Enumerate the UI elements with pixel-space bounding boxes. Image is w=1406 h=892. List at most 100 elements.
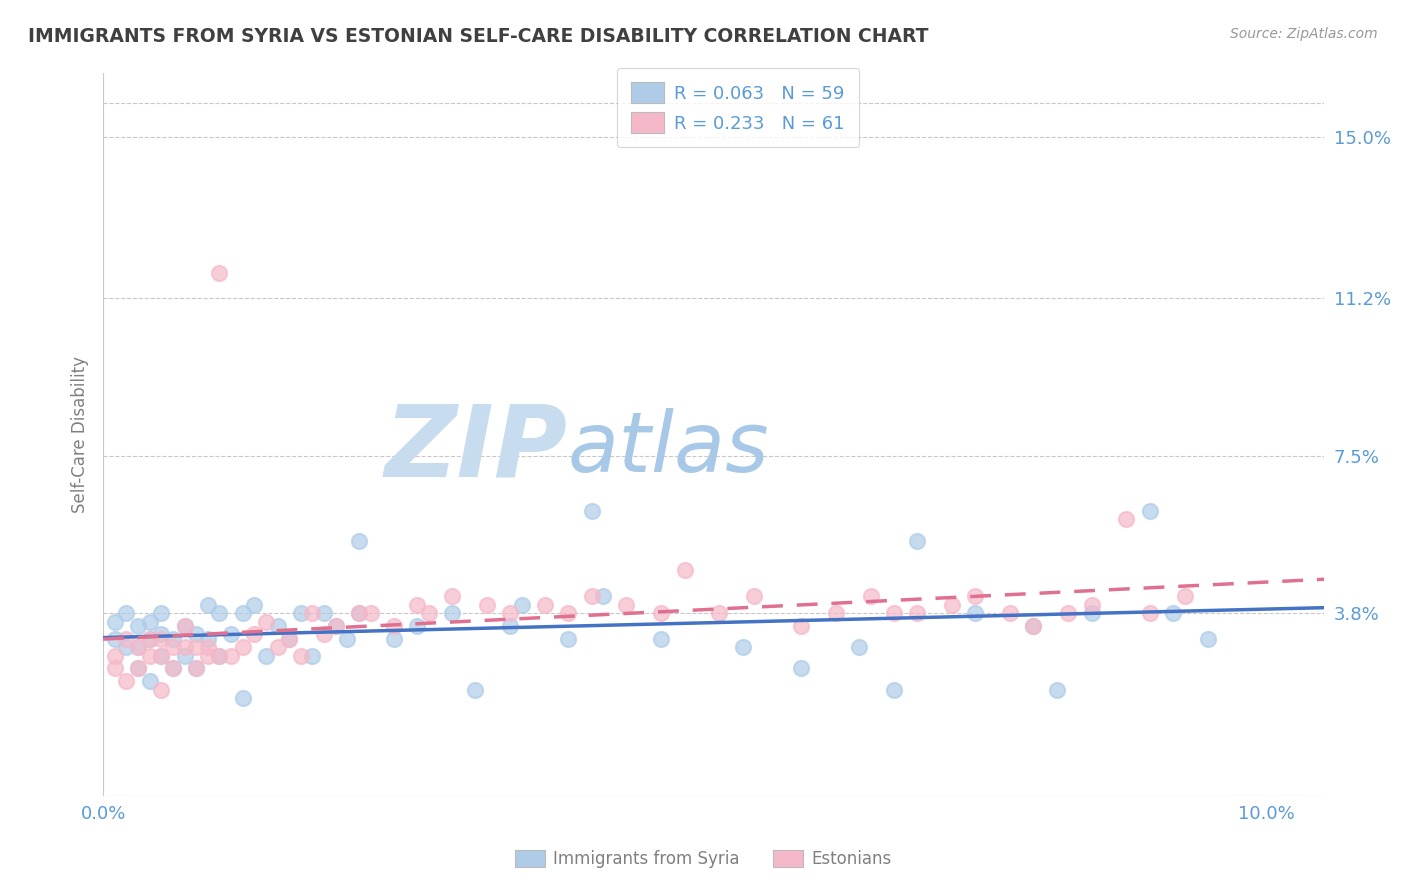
Point	[1161, 606, 1184, 620]
Text: IMMIGRANTS FROM SYRIA VS ESTONIAN SELF-CARE DISABILITY CORRELATION CHART: IMMIGRANTS FROM SYRIA VS ESTONIAN SELF-C…	[28, 27, 928, 45]
Legend: Immigrants from Syria, Estonians: Immigrants from Syria, Estonians	[508, 843, 898, 875]
Point	[186, 661, 208, 675]
Text: ZIP: ZIP	[384, 401, 567, 498]
Point	[186, 640, 208, 654]
Point	[208, 648, 231, 663]
Point	[173, 640, 195, 654]
Point	[115, 640, 138, 654]
Point	[150, 648, 173, 663]
Point	[266, 619, 288, 633]
Point	[138, 632, 160, 646]
Point	[197, 640, 219, 654]
Point	[219, 648, 242, 663]
Point	[104, 648, 127, 663]
Point	[360, 606, 382, 620]
Point	[965, 606, 987, 620]
Point	[162, 640, 184, 654]
Point	[173, 648, 195, 663]
Point	[127, 661, 149, 675]
Point	[440, 589, 463, 603]
Point	[1057, 606, 1080, 620]
Point	[347, 533, 370, 548]
Point	[592, 589, 614, 603]
Point	[312, 627, 335, 641]
Point	[115, 673, 138, 688]
Point	[254, 615, 277, 629]
Point	[162, 661, 184, 675]
Point	[905, 533, 928, 548]
Point	[499, 619, 522, 633]
Point	[464, 682, 486, 697]
Point	[278, 632, 301, 646]
Point	[266, 640, 288, 654]
Text: atlas: atlas	[567, 409, 769, 490]
Point	[232, 691, 254, 706]
Point	[173, 619, 195, 633]
Point	[150, 682, 173, 697]
Point	[440, 606, 463, 620]
Point	[138, 615, 160, 629]
Point	[254, 648, 277, 663]
Point	[998, 606, 1021, 620]
Point	[301, 648, 323, 663]
Point	[150, 632, 173, 646]
Point	[534, 598, 557, 612]
Point	[127, 661, 149, 675]
Point	[859, 589, 882, 603]
Point	[406, 619, 429, 633]
Point	[709, 606, 731, 620]
Point	[197, 648, 219, 663]
Point	[115, 632, 138, 646]
Point	[219, 627, 242, 641]
Point	[1197, 632, 1219, 646]
Point	[208, 648, 231, 663]
Point	[325, 619, 347, 633]
Point	[475, 598, 498, 612]
Point	[1046, 682, 1069, 697]
Point	[197, 632, 219, 646]
Point	[382, 619, 405, 633]
Point	[312, 606, 335, 620]
Point	[848, 640, 870, 654]
Point	[1022, 619, 1045, 633]
Point	[883, 682, 905, 697]
Point	[510, 598, 533, 612]
Point	[301, 606, 323, 620]
Point	[162, 661, 184, 675]
Point	[104, 632, 127, 646]
Point	[616, 598, 638, 612]
Point	[650, 632, 672, 646]
Point	[243, 627, 266, 641]
Point	[127, 619, 149, 633]
Point	[744, 589, 766, 603]
Point	[336, 632, 359, 646]
Point	[208, 606, 231, 620]
Text: Source: ZipAtlas.com: Source: ZipAtlas.com	[1230, 27, 1378, 41]
Point	[650, 606, 672, 620]
Point	[824, 606, 846, 620]
Point	[1174, 589, 1197, 603]
Point	[557, 632, 579, 646]
Point	[104, 661, 127, 675]
Point	[290, 648, 312, 663]
Point	[673, 564, 696, 578]
Point	[325, 619, 347, 633]
Point	[278, 632, 301, 646]
Legend: R = 0.063   N = 59, R = 0.233   N = 61: R = 0.063 N = 59, R = 0.233 N = 61	[617, 68, 859, 147]
Point	[150, 606, 173, 620]
Point	[1022, 619, 1045, 633]
Point	[290, 606, 312, 620]
Point	[150, 648, 173, 663]
Point	[1139, 504, 1161, 518]
Point	[418, 606, 440, 620]
Point	[138, 632, 160, 646]
Point	[138, 648, 160, 663]
Point	[1080, 606, 1102, 620]
Point	[162, 632, 184, 646]
Point	[499, 606, 522, 620]
Point	[790, 619, 813, 633]
Point	[941, 598, 963, 612]
Point	[197, 598, 219, 612]
Point	[347, 606, 370, 620]
Point	[406, 598, 429, 612]
